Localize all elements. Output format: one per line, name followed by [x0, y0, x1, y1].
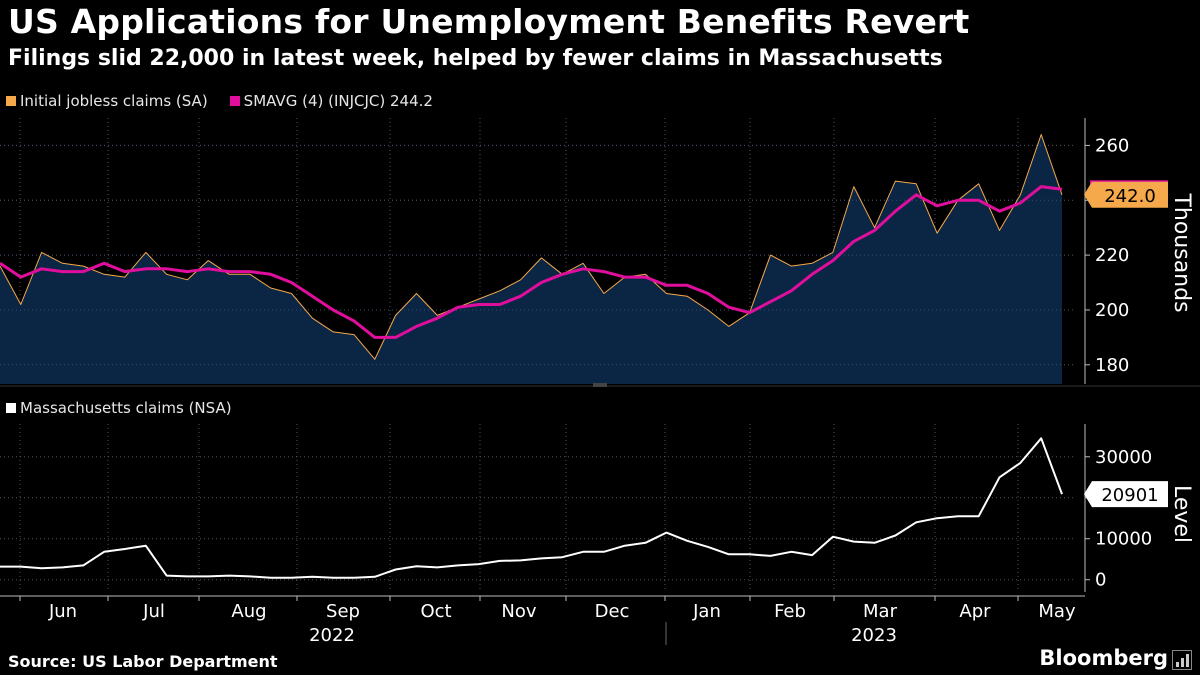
initial-claims-last-label-text: 242.0 — [1104, 186, 1156, 207]
massachusetts-last-label-shape — [1084, 481, 1168, 508]
x-tick-label: Sep — [326, 601, 360, 622]
legend-label-initial-claims: Initial jobless claims (SA) — [20, 92, 208, 110]
x-tick-label: Dec — [595, 601, 630, 622]
legend-item-massachusetts: Massachusetts claims (NSA) — [6, 399, 232, 417]
bottom-y-tick-label: 0 — [1095, 570, 1106, 591]
top-y-tick-label: 220 — [1095, 245, 1129, 266]
bottom-legend: Massachusetts claims (NSA) — [6, 399, 254, 417]
top-y-tick-label: 260 — [1095, 135, 1129, 156]
legend-item-smavg: SMAVG (4) (INJCJC) 244.2 — [229, 92, 433, 110]
panel-resize-handle — [593, 383, 607, 387]
x-tick-label: Jul — [142, 601, 165, 622]
bloomberg-logo: Bloomberg — [1039, 646, 1168, 670]
legend-label-smavg: SMAVG (4) (INJCJC) 244.2 — [243, 92, 433, 110]
x-tick-label: Nov — [501, 601, 536, 622]
x-tick-label: Oct — [420, 601, 451, 622]
top-y-tick-label: 200 — [1095, 300, 1129, 321]
year-label-2022: 2022 — [309, 625, 355, 646]
x-tick-label: Jan — [692, 601, 721, 622]
legend-swatch-massachusetts — [6, 403, 16, 413]
initial-claims-area — [0, 134, 1062, 384]
chart-title: US Applications for Unemployment Benefit… — [8, 2, 970, 41]
source-note: Source: US Labor Department — [8, 652, 278, 671]
chart-bars-icon — [1172, 650, 1192, 670]
initial-claims-line — [0, 134, 1063, 360]
massachusetts-last-label: 20901 — [1084, 481, 1168, 508]
top-y-axis-title: Thousands — [1169, 192, 1194, 312]
x-tick-label: Apr — [959, 601, 991, 622]
massachusetts-last-label-text: 20901 — [1101, 485, 1158, 506]
x-tick-label: Mar — [863, 601, 898, 622]
x-tick-label: Jun — [48, 601, 77, 622]
bottom-y-tick-label: 30000 — [1095, 447, 1152, 468]
legend-label-massachusetts: Massachusetts claims (NSA) — [20, 399, 232, 417]
chart-subtitle: Filings slid 22,000 in latest week, help… — [8, 46, 943, 71]
initial-claims-last-label-shape — [1084, 181, 1168, 208]
legend-item-initial-claims: Initial jobless claims (SA) — [6, 92, 208, 110]
top-legend: Initial jobless claims (SA) SMAVG (4) (I… — [6, 92, 455, 110]
top-y-tick-label: 180 — [1095, 355, 1129, 376]
bottom-y-axis-title: Level — [1169, 485, 1194, 543]
legend-swatch-initial-claims — [6, 96, 16, 106]
legend-swatch-smavg — [229, 96, 240, 106]
x-tick-label: Aug — [231, 601, 266, 622]
bottom-y-tick-label: 10000 — [1095, 529, 1152, 550]
initial-claims-last-label: 242.0 — [1084, 181, 1168, 208]
x-tick-label: Feb — [774, 601, 806, 622]
smavg-line — [0, 185, 1063, 339]
x-tick-label: May — [1038, 601, 1076, 622]
massachusetts-line — [0, 437, 1063, 579]
year-label-2023: 2023 — [851, 625, 897, 646]
